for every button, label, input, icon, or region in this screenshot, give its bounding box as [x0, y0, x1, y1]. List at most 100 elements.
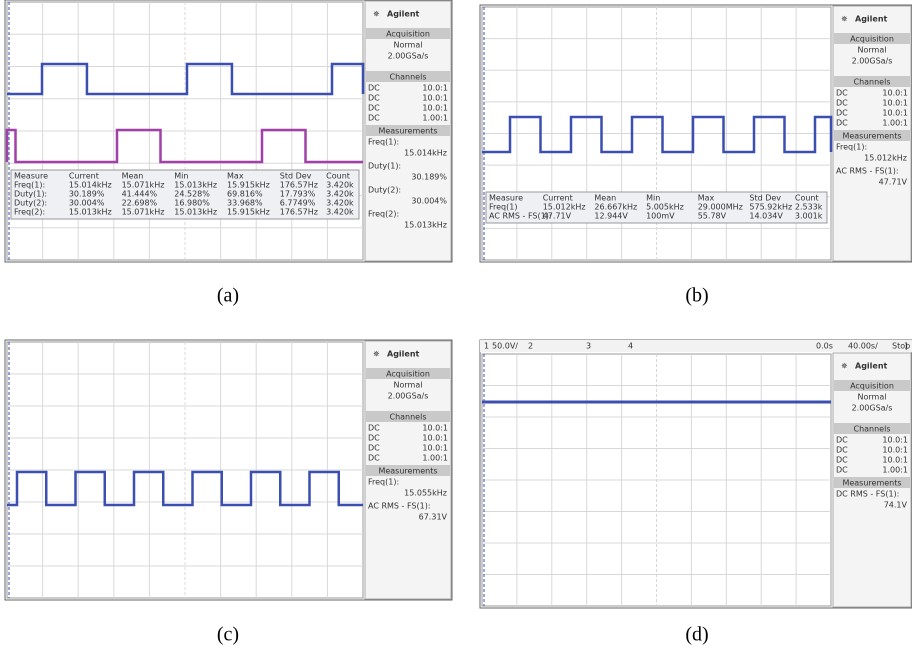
- panel-label: (d): [685, 624, 708, 646]
- scope-panel: 150.0V/2340.0s40.00s/Stop1-25.0V✵Agilent…: [480, 340, 912, 608]
- table-cell: 15.012kHz: [543, 203, 586, 212]
- panel-label: (b): [685, 285, 708, 307]
- table-cell: 12.944V: [594, 212, 628, 221]
- table-cell: 6.7749%: [280, 199, 316, 208]
- table-cell: Std Dev: [749, 194, 781, 203]
- table-cell: Freq(1): [489, 203, 517, 212]
- section-title: Measurements: [842, 479, 901, 488]
- meas-value: 30.004%: [411, 197, 447, 206]
- table-cell: 30.189%: [69, 190, 105, 199]
- logo-star: ✵: [841, 362, 848, 371]
- section-title: Measurements: [378, 127, 437, 136]
- panel-label: (c): [217, 624, 239, 646]
- section-title: Acquisition: [850, 382, 894, 391]
- table-cell: 24.528%: [174, 190, 210, 199]
- table-cell: 16.980%: [174, 199, 210, 208]
- channel-probe: 10.0:1: [882, 99, 908, 108]
- table-cell: 100mV: [646, 212, 675, 221]
- table-cell: Max: [227, 172, 244, 181]
- channel-coupling: DC: [836, 99, 848, 108]
- table-cell: Duty(2):: [14, 199, 47, 208]
- table-cell: 15.915kHz: [227, 181, 270, 190]
- channel-coupling: DC: [368, 434, 380, 443]
- channel-probe: 10.0:1: [422, 94, 448, 103]
- channel-coupling: DC: [836, 89, 848, 98]
- channel-coupling: DC: [368, 114, 380, 123]
- table-cell: Count: [326, 172, 350, 181]
- meas-name: DC RMS - FS(1):: [836, 490, 899, 499]
- section-title: Acquisition: [386, 370, 430, 379]
- section-title: Channels: [853, 78, 890, 87]
- table-cell: 15.071kHz: [122, 181, 165, 190]
- table-cell: Std Dev: [280, 172, 312, 181]
- top-bar-text: 40.00s/: [848, 342, 878, 351]
- acq-rate: 2.00GSa/s: [388, 52, 429, 61]
- table-cell: 17.793%: [280, 190, 316, 199]
- table-cell: 3.420k: [326, 181, 354, 190]
- acq-mode: Normal: [858, 393, 887, 402]
- channel-coupling: DC: [836, 446, 848, 455]
- brand: Agilent: [387, 10, 420, 19]
- table-cell: 15.013kHz: [174, 208, 217, 217]
- section-title: Measurements: [378, 467, 437, 476]
- meas-name: AC RMS - FS(1):: [368, 502, 431, 511]
- top-bar-text: 50.0V/: [492, 342, 518, 351]
- table-cell: 3.420k: [326, 208, 354, 217]
- channel-coupling: DC: [836, 109, 848, 118]
- table-cell: Freq(1):: [14, 181, 45, 190]
- channel-coupling: DC: [836, 466, 848, 475]
- scope-panel: ✵AgilentAcquisitionNormal2.00GSa/sChanne…: [5, 0, 452, 262]
- channel-coupling: DC: [836, 456, 848, 465]
- top-bar-text: 0.0s: [816, 342, 833, 351]
- table-cell: Measure: [14, 172, 48, 181]
- channel-probe: 1.00:1: [882, 466, 908, 475]
- channel-coupling: DC: [836, 436, 848, 445]
- channel-probe: 10.0:1: [422, 434, 448, 443]
- table-cell: 575.92kHz: [749, 203, 792, 212]
- table-cell: Mean: [122, 172, 144, 181]
- channel-probe: 10.0:1: [422, 444, 448, 453]
- meas-value: 15.012kHz: [864, 154, 907, 163]
- table-cell: Mean: [594, 194, 616, 203]
- table-cell: Min: [646, 194, 660, 203]
- meas-value: 30.189%: [411, 173, 447, 182]
- channel-probe: 10.0:1: [882, 446, 908, 455]
- acq-mode: Normal: [394, 41, 423, 50]
- acq-rate: 2.00GSa/s: [388, 392, 429, 401]
- meas-value: 15.055kHz: [404, 489, 447, 498]
- table-cell: 14.034V: [749, 212, 783, 221]
- channel-probe: 1.00:1: [422, 114, 448, 123]
- section-title: Acquisition: [850, 35, 894, 44]
- scope-panel: ✵AgilentAcquisitionNormal2.00GSa/sChanne…: [480, 5, 912, 262]
- meas-name: Duty(1):: [368, 162, 401, 171]
- table-cell: 176.57Hz: [280, 181, 318, 190]
- table-cell: 2.533k: [795, 203, 823, 212]
- meas-name: AC RMS - FS(1):: [836, 167, 899, 176]
- logo-star: ✵: [373, 350, 380, 359]
- section-title: Measurements: [842, 132, 901, 141]
- logo-star: ✵: [373, 10, 380, 19]
- table-cell: 15.013kHz: [69, 208, 112, 217]
- meas-name: Freq(1):: [368, 478, 399, 487]
- acq-mode: Normal: [394, 381, 423, 390]
- scope-panel: ✵AgilentAcquisitionNormal2.00GSa/sChanne…: [5, 340, 452, 600]
- table-cell: Duty(1):: [14, 190, 47, 199]
- channel-probe: 10.0:1: [422, 424, 448, 433]
- acq-rate: 2.00GSa/s: [852, 57, 893, 66]
- channel-probe: 1.00:1: [422, 454, 448, 463]
- table-cell: Freq(2):: [14, 208, 45, 217]
- table-cell: 15.915kHz: [227, 208, 270, 217]
- top-bar-text: 3: [586, 342, 591, 351]
- table-cell: 22.698%: [122, 199, 158, 208]
- meas-value: 74.1V: [884, 501, 908, 510]
- panel-label: (a): [217, 285, 239, 307]
- logo-star: ✵: [841, 15, 848, 24]
- channel-coupling: DC: [368, 94, 380, 103]
- meas-name: Freq(2):: [368, 210, 399, 219]
- table-cell: Current: [543, 194, 573, 203]
- channel-probe: 10.0:1: [422, 84, 448, 93]
- section-title: Channels: [389, 73, 426, 82]
- table-cell: Max: [698, 194, 715, 203]
- channel-probe: 10.0:1: [882, 456, 908, 465]
- table-cell: Measure: [489, 194, 523, 203]
